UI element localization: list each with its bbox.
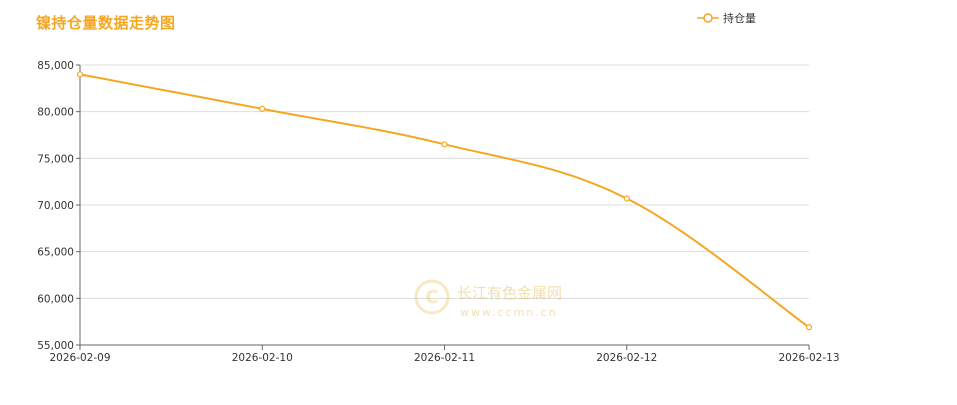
watermark-url: www.ccmn.cn: [460, 306, 558, 319]
y-tick-label: 80,000: [37, 107, 74, 119]
grid-lines: [80, 64, 809, 299]
watermark-logo-letter: C: [425, 287, 438, 308]
legend-line-icon: [697, 13, 719, 23]
chart-title: 镍持仓量数据走势图: [36, 14, 176, 32]
x-tick-label: 2026-02-12: [596, 352, 657, 364]
x-tick-label: 2026-02-13: [778, 352, 839, 364]
series-points: [76, 71, 813, 331]
x-tick-label: 2026-02-11: [414, 352, 475, 364]
data-point[interactable]: [805, 324, 813, 331]
watermark: C 长江有色金属网 www.ccmn.cn: [414, 279, 562, 319]
data-point[interactable]: [623, 195, 630, 202]
y-tick-label: 85,000: [37, 60, 74, 72]
y-tick-label: 75,000: [37, 153, 74, 165]
y-tick-label: 60,000: [37, 293, 74, 305]
y-tick-label: 70,000: [37, 200, 74, 212]
y-tick-label: 55,000: [37, 340, 74, 352]
y-axis: 55,000 60,000 65,000 70,000 75,000 80,000 85,0…: [37, 60, 81, 352]
x-axis: 2026-02-09 2026-02-10 2026-02-11 2026-02-12…: [49, 344, 840, 364]
x-tick-label: 2026-02-09: [49, 352, 110, 364]
y-tick-label: 65,000: [37, 247, 74, 259]
data-point[interactable]: [441, 141, 448, 148]
watermark-name: 长江有色金属网: [457, 284, 562, 302]
x-tick-label: 2026-02-10: [232, 352, 293, 364]
data-point[interactable]: [76, 71, 84, 78]
data-point[interactable]: [259, 105, 266, 112]
legend-label: 持仓量: [723, 12, 756, 25]
legend[interactable]: 持仓量: [697, 10, 756, 26]
watermark-logo-icon: [414, 279, 450, 315]
